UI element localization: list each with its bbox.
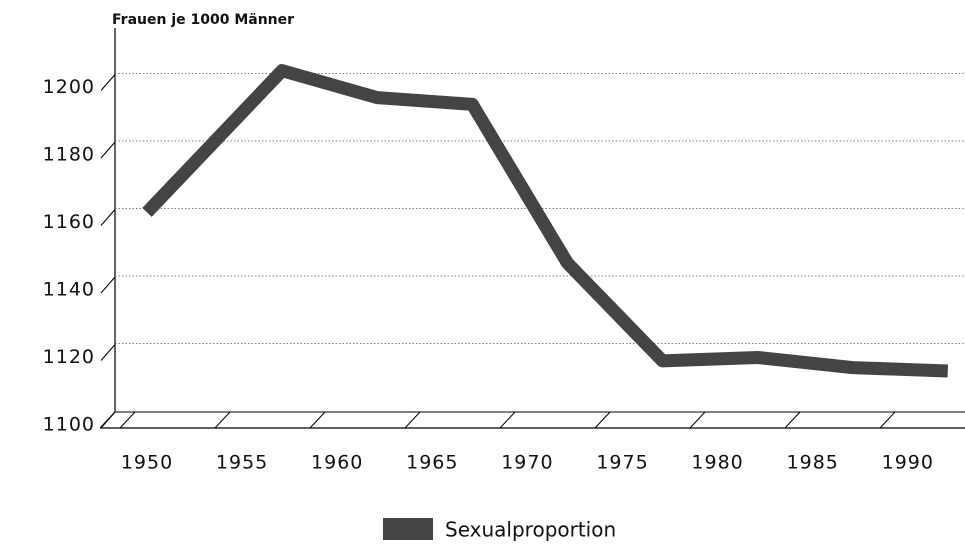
floor-hatch bbox=[499, 411, 516, 429]
y-tick-label: 1100 bbox=[43, 414, 95, 436]
y-tick-label: 1160 bbox=[43, 211, 95, 233]
legend-label: Sexualproportion bbox=[445, 518, 616, 542]
x-tick-label: 1975 bbox=[596, 452, 648, 474]
x-tick-label: 1955 bbox=[216, 452, 268, 474]
floor-hatch bbox=[689, 411, 706, 429]
y-tick-label: 1200 bbox=[43, 76, 95, 98]
y-tick-label: 1120 bbox=[43, 346, 95, 368]
x-tick-label: 1985 bbox=[787, 452, 839, 474]
tick-mark bbox=[100, 209, 116, 226]
floor-hatch bbox=[214, 411, 231, 429]
floor-hatch bbox=[594, 411, 611, 429]
floor-hatch bbox=[784, 411, 801, 429]
floor-hatch bbox=[309, 411, 326, 429]
x-tick-label: 1950 bbox=[121, 452, 173, 474]
tick-mark bbox=[100, 411, 116, 429]
x-tick-label: 1990 bbox=[882, 452, 934, 474]
y-tick-label: 1180 bbox=[43, 144, 95, 166]
x-tick-label: 1980 bbox=[691, 452, 743, 474]
tick-mark bbox=[100, 141, 116, 159]
floor-hatch bbox=[404, 411, 421, 429]
x-tick-label: 1970 bbox=[501, 452, 553, 474]
x-tick-label: 1960 bbox=[311, 452, 363, 474]
floor-hatch bbox=[119, 411, 136, 429]
y-tick-label: 1140 bbox=[43, 279, 95, 301]
floor-hatch bbox=[879, 411, 896, 429]
legend-swatch bbox=[383, 518, 433, 540]
tick-mark bbox=[100, 74, 116, 91]
tick-mark bbox=[100, 344, 116, 361]
tick-mark bbox=[100, 276, 116, 294]
data-line bbox=[142, 64, 949, 378]
y-axis-label: Frauen je 1000 Männer bbox=[112, 12, 294, 28]
x-tick-label: 1965 bbox=[406, 452, 458, 474]
